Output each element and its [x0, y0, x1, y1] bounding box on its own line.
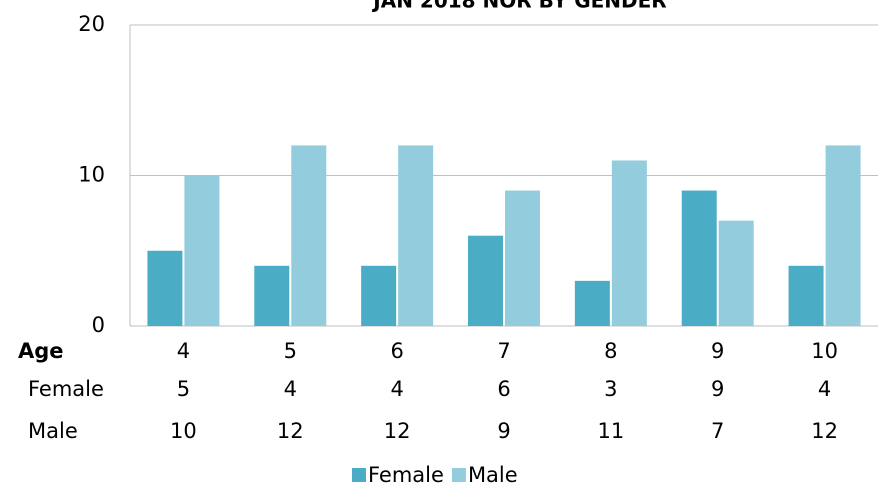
bar	[184, 175, 220, 326]
bar	[398, 145, 434, 326]
x-tick-label: 7	[497, 339, 510, 363]
table-value: 12	[811, 419, 838, 443]
bar	[718, 220, 754, 326]
table-value: 11	[597, 419, 624, 443]
bar	[291, 145, 327, 326]
table-value: 6	[497, 377, 510, 401]
bar	[468, 235, 503, 326]
bar	[361, 265, 397, 326]
x-tick-label: 5	[284, 339, 297, 363]
bar	[147, 250, 183, 326]
table-value: 9	[711, 377, 724, 401]
bar	[825, 145, 861, 326]
table-value: 3	[604, 377, 617, 401]
legend-swatch	[451, 468, 466, 482]
y-tick-label: 10	[78, 163, 105, 187]
y-tick-label: 20	[78, 12, 105, 36]
legend-label: Male	[468, 463, 518, 487]
bar	[574, 280, 610, 326]
bar	[611, 160, 647, 326]
x-tick-label: 10	[811, 339, 838, 363]
table-value: 4	[284, 377, 297, 401]
table-row-label: Female	[28, 377, 104, 401]
table-row-label: Male	[28, 419, 78, 443]
table-value: 4	[390, 377, 403, 401]
y-tick-label: 0	[92, 313, 105, 337]
x-tick-label: 9	[711, 339, 724, 363]
x-tick-label: 4	[177, 339, 190, 363]
table-value: 9	[497, 419, 510, 443]
chart-title: JAN 2018 NOR BY GENDER	[371, 0, 666, 13]
legend-label: Female	[368, 463, 444, 487]
x-tick-label: 8	[604, 339, 617, 363]
bar	[681, 190, 717, 326]
table-value: 4	[818, 377, 831, 401]
bar	[254, 265, 290, 326]
table-value: 12	[277, 419, 304, 443]
legend-swatch	[352, 468, 366, 482]
bar	[505, 190, 540, 326]
table-value: 10	[170, 419, 197, 443]
table-value: 7	[711, 419, 724, 443]
x-axis-label: Age	[18, 339, 64, 363]
bar	[788, 265, 824, 326]
x-tick-label: 6	[390, 339, 403, 363]
table-value: 5	[177, 377, 190, 401]
table-value: 12	[384, 419, 411, 443]
